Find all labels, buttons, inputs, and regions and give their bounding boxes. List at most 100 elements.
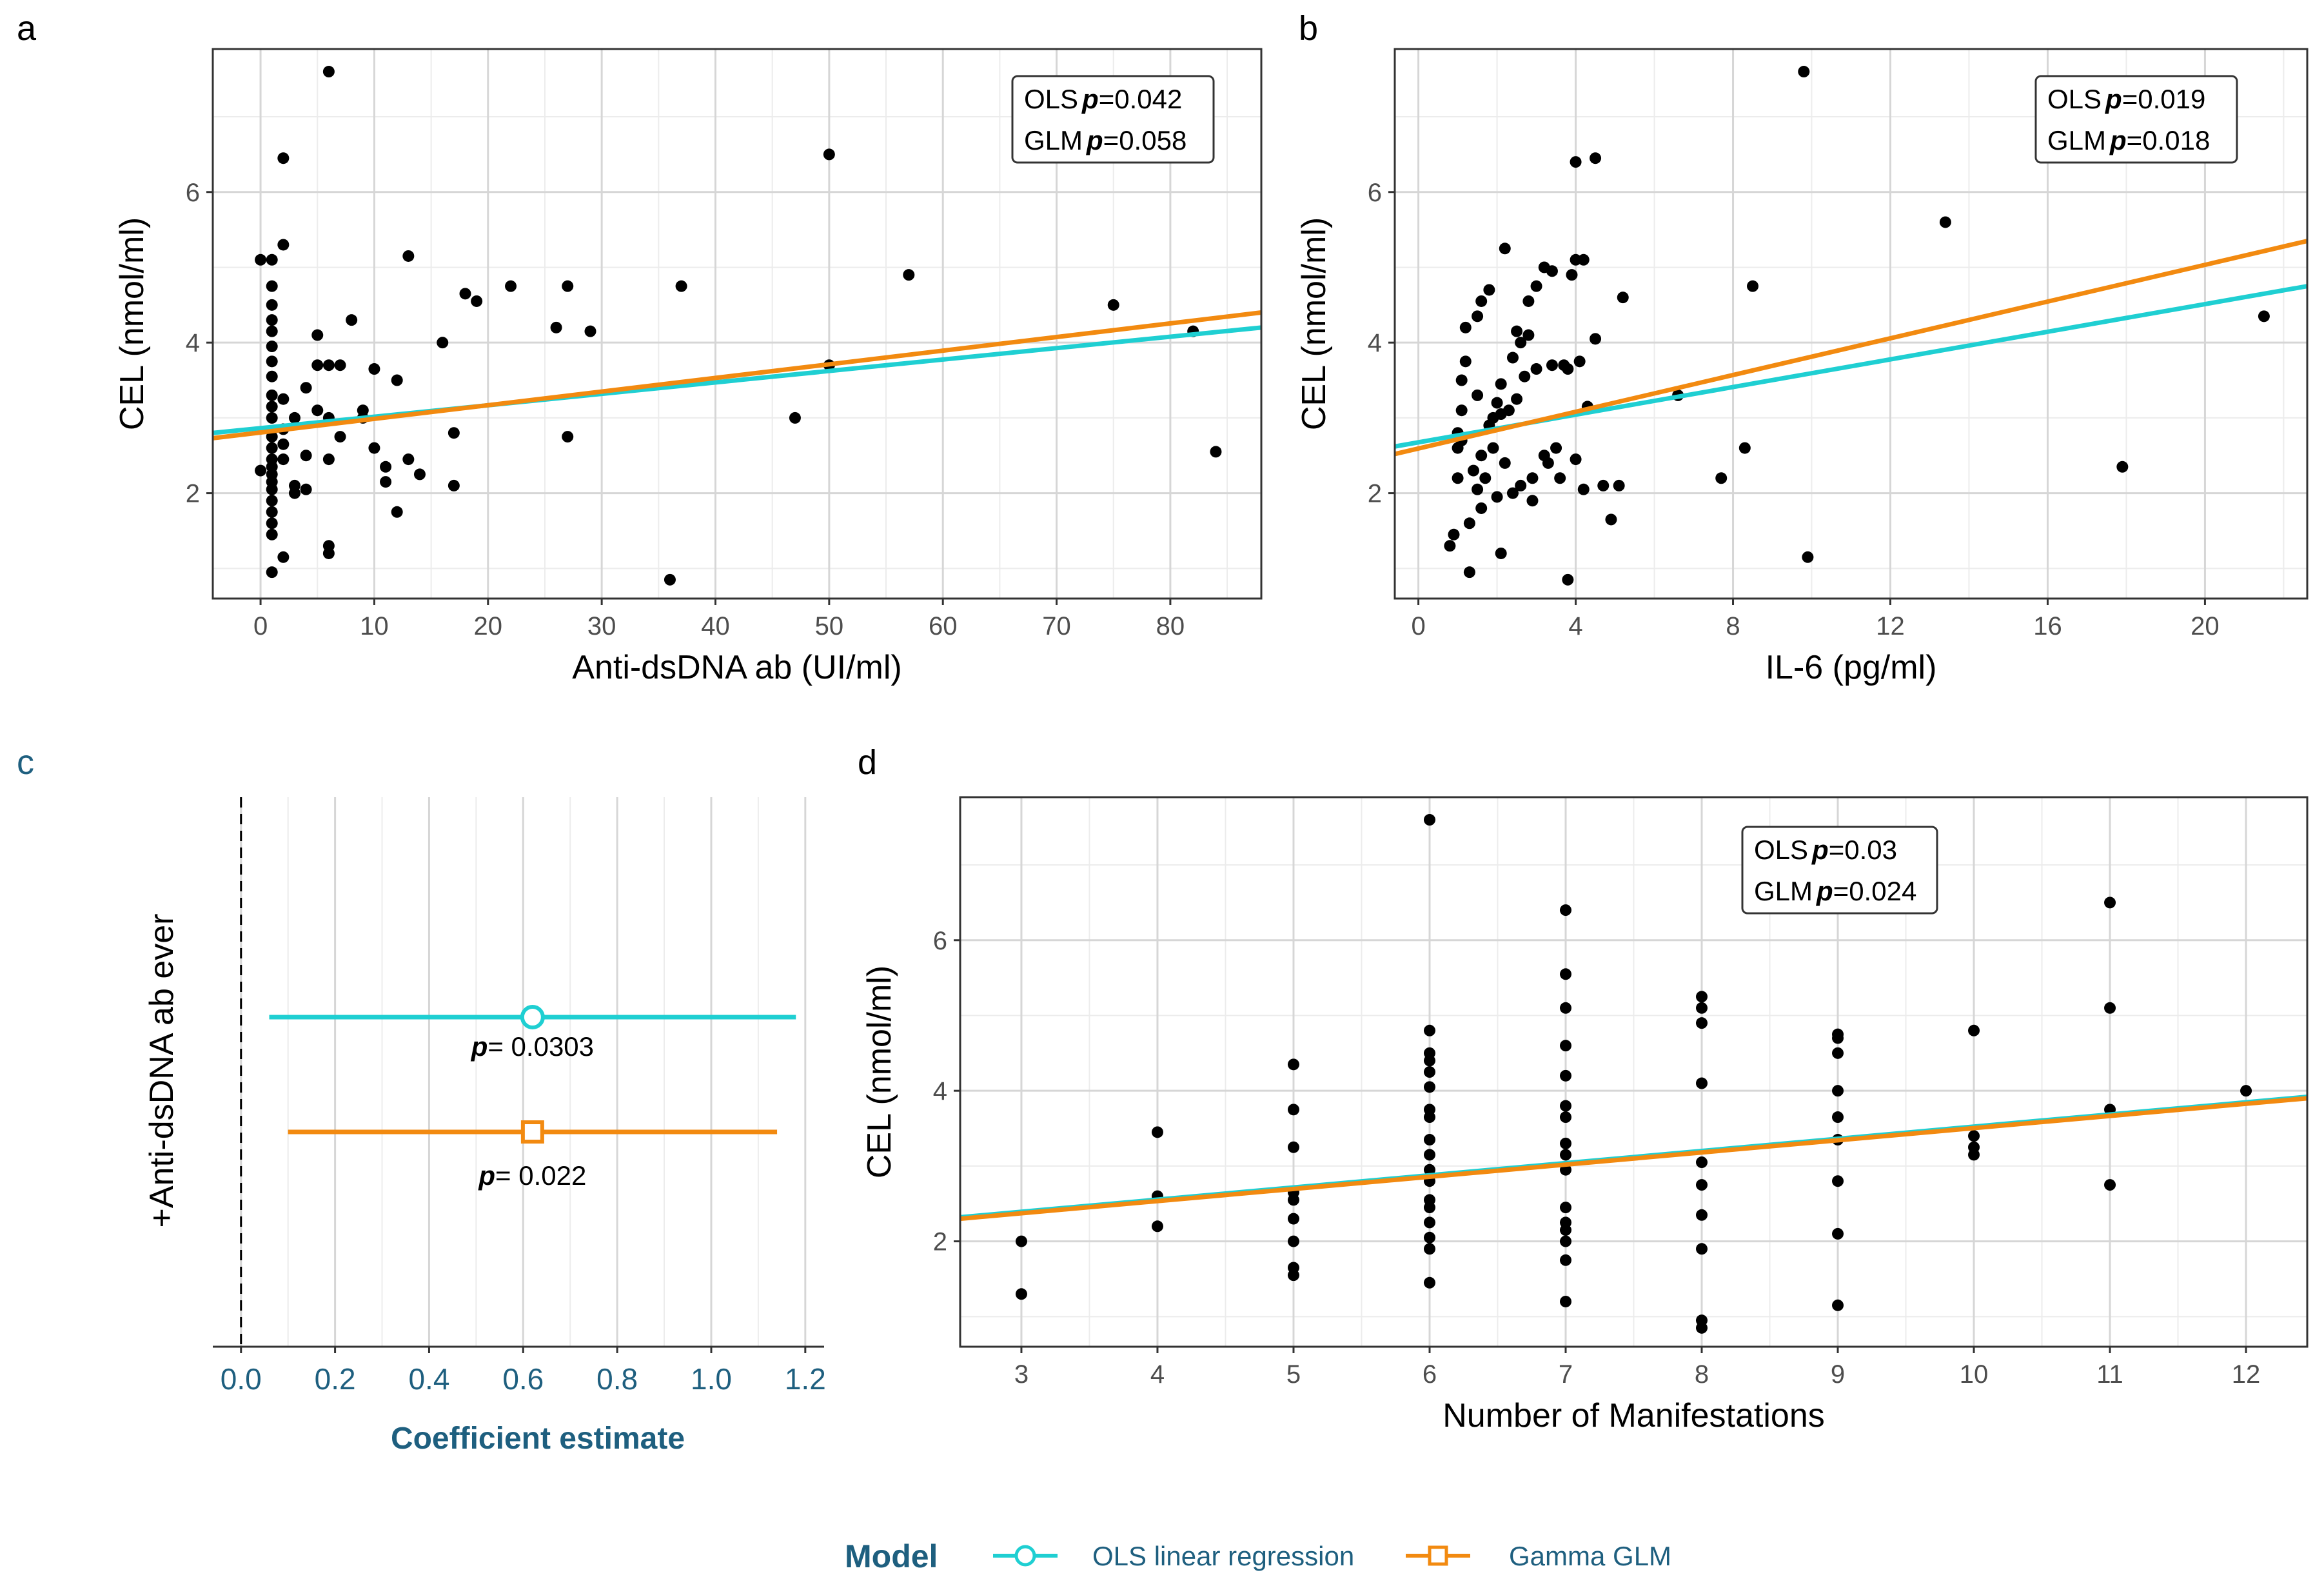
x-axis-title: Number of Manifestations	[1443, 1397, 1825, 1434]
data-point	[277, 551, 290, 563]
data-point	[1526, 495, 1539, 507]
data-point	[413, 468, 426, 481]
data-point	[1423, 1243, 1435, 1255]
data-point	[1151, 1220, 1163, 1233]
p-value: = 0.0303	[487, 1031, 594, 1062]
x-axis-title: Anti-dsDNA ab (UI/ml)	[572, 649, 901, 686]
data-point	[266, 389, 278, 401]
data-point	[2104, 1002, 2116, 1014]
panel-tag-c: c	[17, 743, 34, 782]
y-axis-title: CEL (nmol/ml)	[1295, 217, 1333, 430]
data-point	[1483, 284, 1495, 296]
p-symbol: p	[1086, 125, 1103, 155]
x-tick-label: 0	[1411, 612, 1425, 640]
panel-border	[212, 48, 1263, 600]
glm-label: GLM	[1024, 125, 1083, 155]
data-point	[1287, 1213, 1299, 1225]
data-point	[1747, 280, 1759, 292]
data-point	[1522, 329, 1535, 341]
data-point	[1515, 479, 1527, 491]
data-point	[1559, 1111, 1571, 1124]
data-point	[1511, 325, 1523, 337]
data-point	[1832, 1175, 1844, 1187]
data-point	[675, 280, 687, 292]
data-point	[1566, 269, 1578, 281]
data-point	[277, 453, 290, 466]
y-tick-label: 6	[186, 179, 200, 207]
x-tick-label: 16	[2033, 612, 2062, 640]
ols-p-value-text: OLS p=0.019	[2047, 84, 2205, 114]
data-point	[266, 341, 278, 353]
glm-p-value-text: GLM p=0.024	[1754, 876, 1916, 906]
data-point	[1798, 66, 1810, 78]
data-point	[1287, 1235, 1299, 1247]
data-point	[1832, 1227, 1844, 1240]
data-point	[1210, 446, 1222, 458]
data-point	[1015, 1288, 1027, 1300]
ols-label: OLS	[1024, 84, 1078, 114]
x-tick-label: 0.0	[221, 1362, 262, 1396]
data-point	[1559, 1295, 1571, 1307]
data-point	[1546, 359, 1558, 372]
data-point	[1696, 1017, 1708, 1029]
data-point	[266, 431, 278, 443]
data-point	[266, 528, 278, 540]
panel-tag-a: a	[17, 9, 37, 48]
data-point	[562, 280, 574, 292]
data-point	[448, 479, 460, 491]
data-point	[300, 382, 312, 394]
data-point	[266, 370, 278, 382]
glm-regression-line	[1394, 239, 2308, 457]
data-point	[1287, 1058, 1299, 1071]
data-point	[664, 573, 676, 586]
legend-circle-icon	[1014, 1545, 1036, 1567]
y-tick-label: 2	[933, 1228, 947, 1256]
data-point	[1463, 566, 1475, 579]
legend-label-glm: Gamma GLM	[1509, 1541, 1671, 1571]
data-point	[334, 359, 346, 372]
data-point	[277, 438, 290, 450]
x-axis-title: Coefficient estimate	[391, 1422, 685, 1456]
data-point	[1559, 1235, 1571, 1247]
data-point	[311, 359, 324, 372]
data-point	[277, 393, 290, 405]
x-tick-label: 1.0	[691, 1362, 732, 1396]
data-point	[266, 314, 278, 326]
data-point	[1519, 370, 1531, 382]
data-point	[266, 299, 278, 311]
data-point	[266, 411, 278, 424]
data-point	[1459, 355, 1472, 368]
data-point	[357, 404, 369, 417]
data-point	[1502, 404, 1515, 417]
data-point	[1487, 442, 1499, 454]
p-value: = 0.022	[495, 1160, 586, 1191]
data-point	[255, 464, 267, 477]
data-point	[1015, 1235, 1027, 1247]
data-point	[1479, 472, 1492, 484]
p-symbol: p	[2109, 125, 2127, 155]
data-point	[1550, 442, 1562, 454]
data-point	[311, 404, 324, 417]
x-tick-label: 3	[1014, 1360, 1029, 1389]
data-point	[471, 295, 483, 307]
data-point	[380, 461, 392, 473]
data-point	[1423, 1164, 1435, 1176]
data-point	[1423, 1149, 1435, 1161]
data-point	[1444, 540, 1456, 552]
data-point	[1452, 472, 1464, 484]
data-point	[1475, 295, 1488, 307]
x-tick-label: 6	[1423, 1360, 1437, 1389]
data-point	[1506, 487, 1519, 499]
data-point	[1526, 472, 1539, 484]
glm-p-value-text: GLM p=0.018	[2047, 125, 2210, 155]
x-tick-label: 8	[1695, 1360, 1709, 1389]
data-point	[1499, 243, 1511, 255]
data-point	[1559, 1254, 1571, 1266]
glm-p-value: =0.018	[2127, 125, 2211, 155]
data-point	[1542, 457, 1554, 469]
data-point	[368, 363, 380, 375]
data-point	[1605, 513, 1617, 526]
data-point	[1559, 968, 1571, 980]
data-point	[277, 239, 290, 251]
